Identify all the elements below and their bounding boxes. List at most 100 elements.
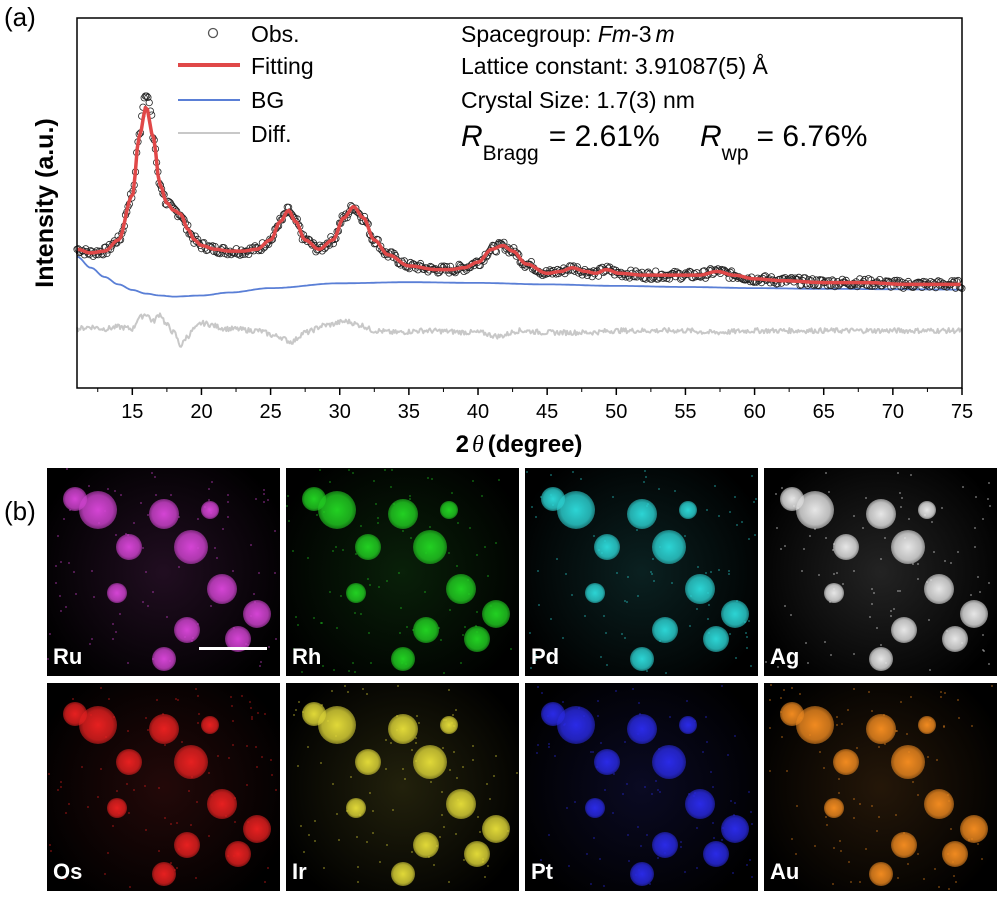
noise-speck (818, 573, 821, 576)
particle (923, 573, 954, 604)
particle (387, 498, 418, 529)
noise-speck (650, 792, 653, 795)
noise-speck (656, 857, 659, 860)
noise-speck (390, 468, 393, 471)
noise-speck (626, 576, 629, 579)
noise-speck (749, 811, 752, 814)
noise-speck (668, 715, 671, 718)
eds-map-au: Au (764, 683, 997, 891)
noise-speck (853, 652, 856, 655)
noise-speck (415, 736, 418, 739)
noise-speck (790, 613, 793, 616)
noise-speck (849, 880, 852, 883)
noise-speck (747, 791, 750, 794)
noise-speck (644, 785, 647, 788)
particle (865, 498, 896, 529)
particle (584, 797, 605, 818)
noise-speck (674, 489, 677, 492)
particle (652, 745, 687, 780)
noise-speck (979, 590, 982, 593)
noise-speck (975, 495, 978, 498)
particle (584, 582, 605, 603)
noise-speck (832, 542, 835, 545)
noise-speck (250, 614, 253, 617)
noise-speck (735, 524, 738, 527)
noise-speck (401, 530, 404, 533)
noise-speck (294, 615, 297, 618)
noise-speck (452, 725, 455, 728)
noise-speck (133, 521, 136, 524)
noise-speck (940, 690, 943, 693)
noise-speck (822, 766, 825, 769)
noise-speck (621, 633, 624, 636)
noise-speck (374, 502, 377, 505)
noise-speck (612, 773, 615, 776)
noise-speck (956, 550, 959, 553)
noise-speck (323, 867, 326, 870)
noise-speck (254, 745, 257, 748)
noise-speck (485, 783, 488, 786)
noise-speck (916, 562, 919, 565)
xrd-chart: 15 20 25 30 35 40 45 50 55 60 65 70 75 Intensity (a.… (31, 17, 973, 458)
noise-speck (196, 694, 199, 697)
noise-speck (451, 492, 454, 495)
noise-speck (734, 657, 737, 660)
obs-point (307, 239, 315, 248)
noise-speck (868, 691, 871, 694)
particle (412, 832, 439, 859)
noise-speck (806, 661, 809, 664)
noise-speck (64, 877, 67, 880)
noise-speck (448, 609, 451, 612)
noise-speck (437, 627, 440, 630)
noise-speck (707, 603, 710, 606)
noise-speck (688, 624, 691, 627)
noise-speck (753, 500, 756, 503)
noise-speck (365, 841, 368, 844)
noise-speck (368, 791, 371, 794)
noise-speck (570, 593, 573, 596)
noise-speck (611, 495, 614, 498)
noise-speck (599, 742, 602, 745)
noise-speck (169, 659, 172, 662)
noise-speck (829, 654, 832, 657)
noise-speck (90, 713, 93, 716)
legend: Obs. Fitting BG Diff. (178, 21, 314, 147)
crystal-size-text: Crystal Size: 1.7(3) nm (461, 87, 695, 113)
noise-speck (350, 776, 353, 779)
noise-speck (898, 492, 901, 495)
particle (779, 487, 804, 512)
noise-speck (616, 572, 619, 575)
eds-maps: Ru Rh Pd Ag Os Ir Pt Au (47, 468, 1000, 897)
noise-speck (246, 643, 249, 646)
noise-speck (113, 490, 116, 493)
x-tick-label: 65 (813, 401, 835, 423)
noise-speck (695, 867, 698, 870)
noise-speck (472, 480, 475, 483)
noise-speck (897, 471, 900, 474)
noise-speck (974, 527, 977, 530)
noise-speck (788, 877, 791, 880)
noise-speck (151, 590, 154, 593)
noise-speck (270, 773, 273, 776)
noise-speck (448, 768, 451, 771)
noise-speck (644, 470, 647, 473)
noise-speck (315, 514, 318, 517)
noise-speck (800, 716, 802, 719)
particle (959, 814, 988, 843)
noise-speck (226, 515, 229, 518)
noise-speck (112, 716, 115, 719)
noise-speck (275, 637, 278, 640)
noise-speck (625, 600, 628, 603)
noise-speck (956, 698, 959, 701)
noise-speck (809, 534, 812, 537)
noise-speck (49, 843, 52, 846)
noise-speck (196, 546, 199, 549)
noise-speck (548, 743, 551, 746)
noise-speck (653, 580, 656, 583)
element-label: Ir (292, 859, 307, 884)
noise-speck (548, 746, 551, 749)
noise-speck (463, 625, 466, 628)
noise-speck (931, 520, 934, 523)
noise-speck (260, 756, 263, 759)
noise-speck (231, 719, 234, 722)
